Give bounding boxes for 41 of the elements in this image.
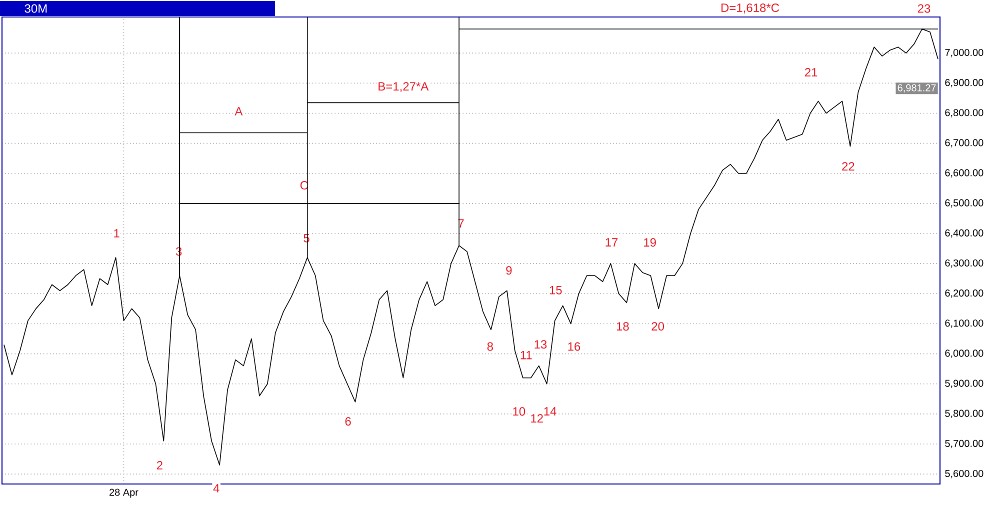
annotation: 8	[487, 342, 493, 351]
y-tick-label: 5,600.00	[945, 470, 984, 478]
y-tick-label: 6,500.00	[945, 199, 984, 208]
y-tick-label: 6,200.00	[945, 290, 984, 298]
text: 4	[213, 484, 220, 492]
annotation: A	[234, 107, 243, 116]
annotation: 9	[506, 266, 512, 275]
annotation: 19	[644, 238, 656, 247]
annotation: 21	[805, 68, 818, 76]
y-tick-label: 5,700.00	[945, 440, 984, 448]
annotation: 17	[606, 238, 618, 246]
text: D=1,618*C	[721, 4, 780, 14]
annotation: 22	[842, 162, 854, 170]
annotation: 6,981.27	[898, 84, 936, 93]
annotation: 1	[114, 229, 120, 238]
chart-title: 30M	[24, 4, 47, 13]
text: 23	[918, 4, 930, 13]
annotation: 15	[550, 286, 562, 294]
y-tick-label: 6,400.00	[945, 229, 984, 238]
y-tick-label: 6,900.00	[945, 79, 984, 88]
annotation: 10	[513, 407, 526, 416]
y-tick-label: 6,800.00	[945, 109, 984, 118]
annotation: 6	[345, 417, 351, 426]
x-tick-label: 28 Apr	[110, 488, 138, 498]
annotation: 16	[568, 342, 580, 351]
y-tick-label: 5,800.00	[945, 410, 984, 418]
annotation: 14	[544, 407, 556, 416]
annotation: 13	[534, 340, 547, 349]
annotation: 12	[531, 414, 543, 422]
y-tick-label: 6,600.00	[945, 169, 984, 178]
y-tick-label: 5,900.00	[945, 380, 984, 388]
y-tick-label: 6,700.00	[945, 139, 984, 148]
y-tick-label: 6,000.00	[945, 350, 984, 358]
annotation: B=1,27*A	[378, 82, 429, 92]
y-tick-label: 7,000.00	[945, 48, 984, 58]
annotation: 18	[616, 322, 629, 331]
annotation: 11	[520, 350, 532, 360]
annotation: 2	[156, 461, 162, 470]
y-tick-label: 6,100.00	[945, 320, 984, 328]
annotation: 20	[652, 322, 664, 331]
y-tick-label: 6,300.00	[945, 259, 984, 268]
